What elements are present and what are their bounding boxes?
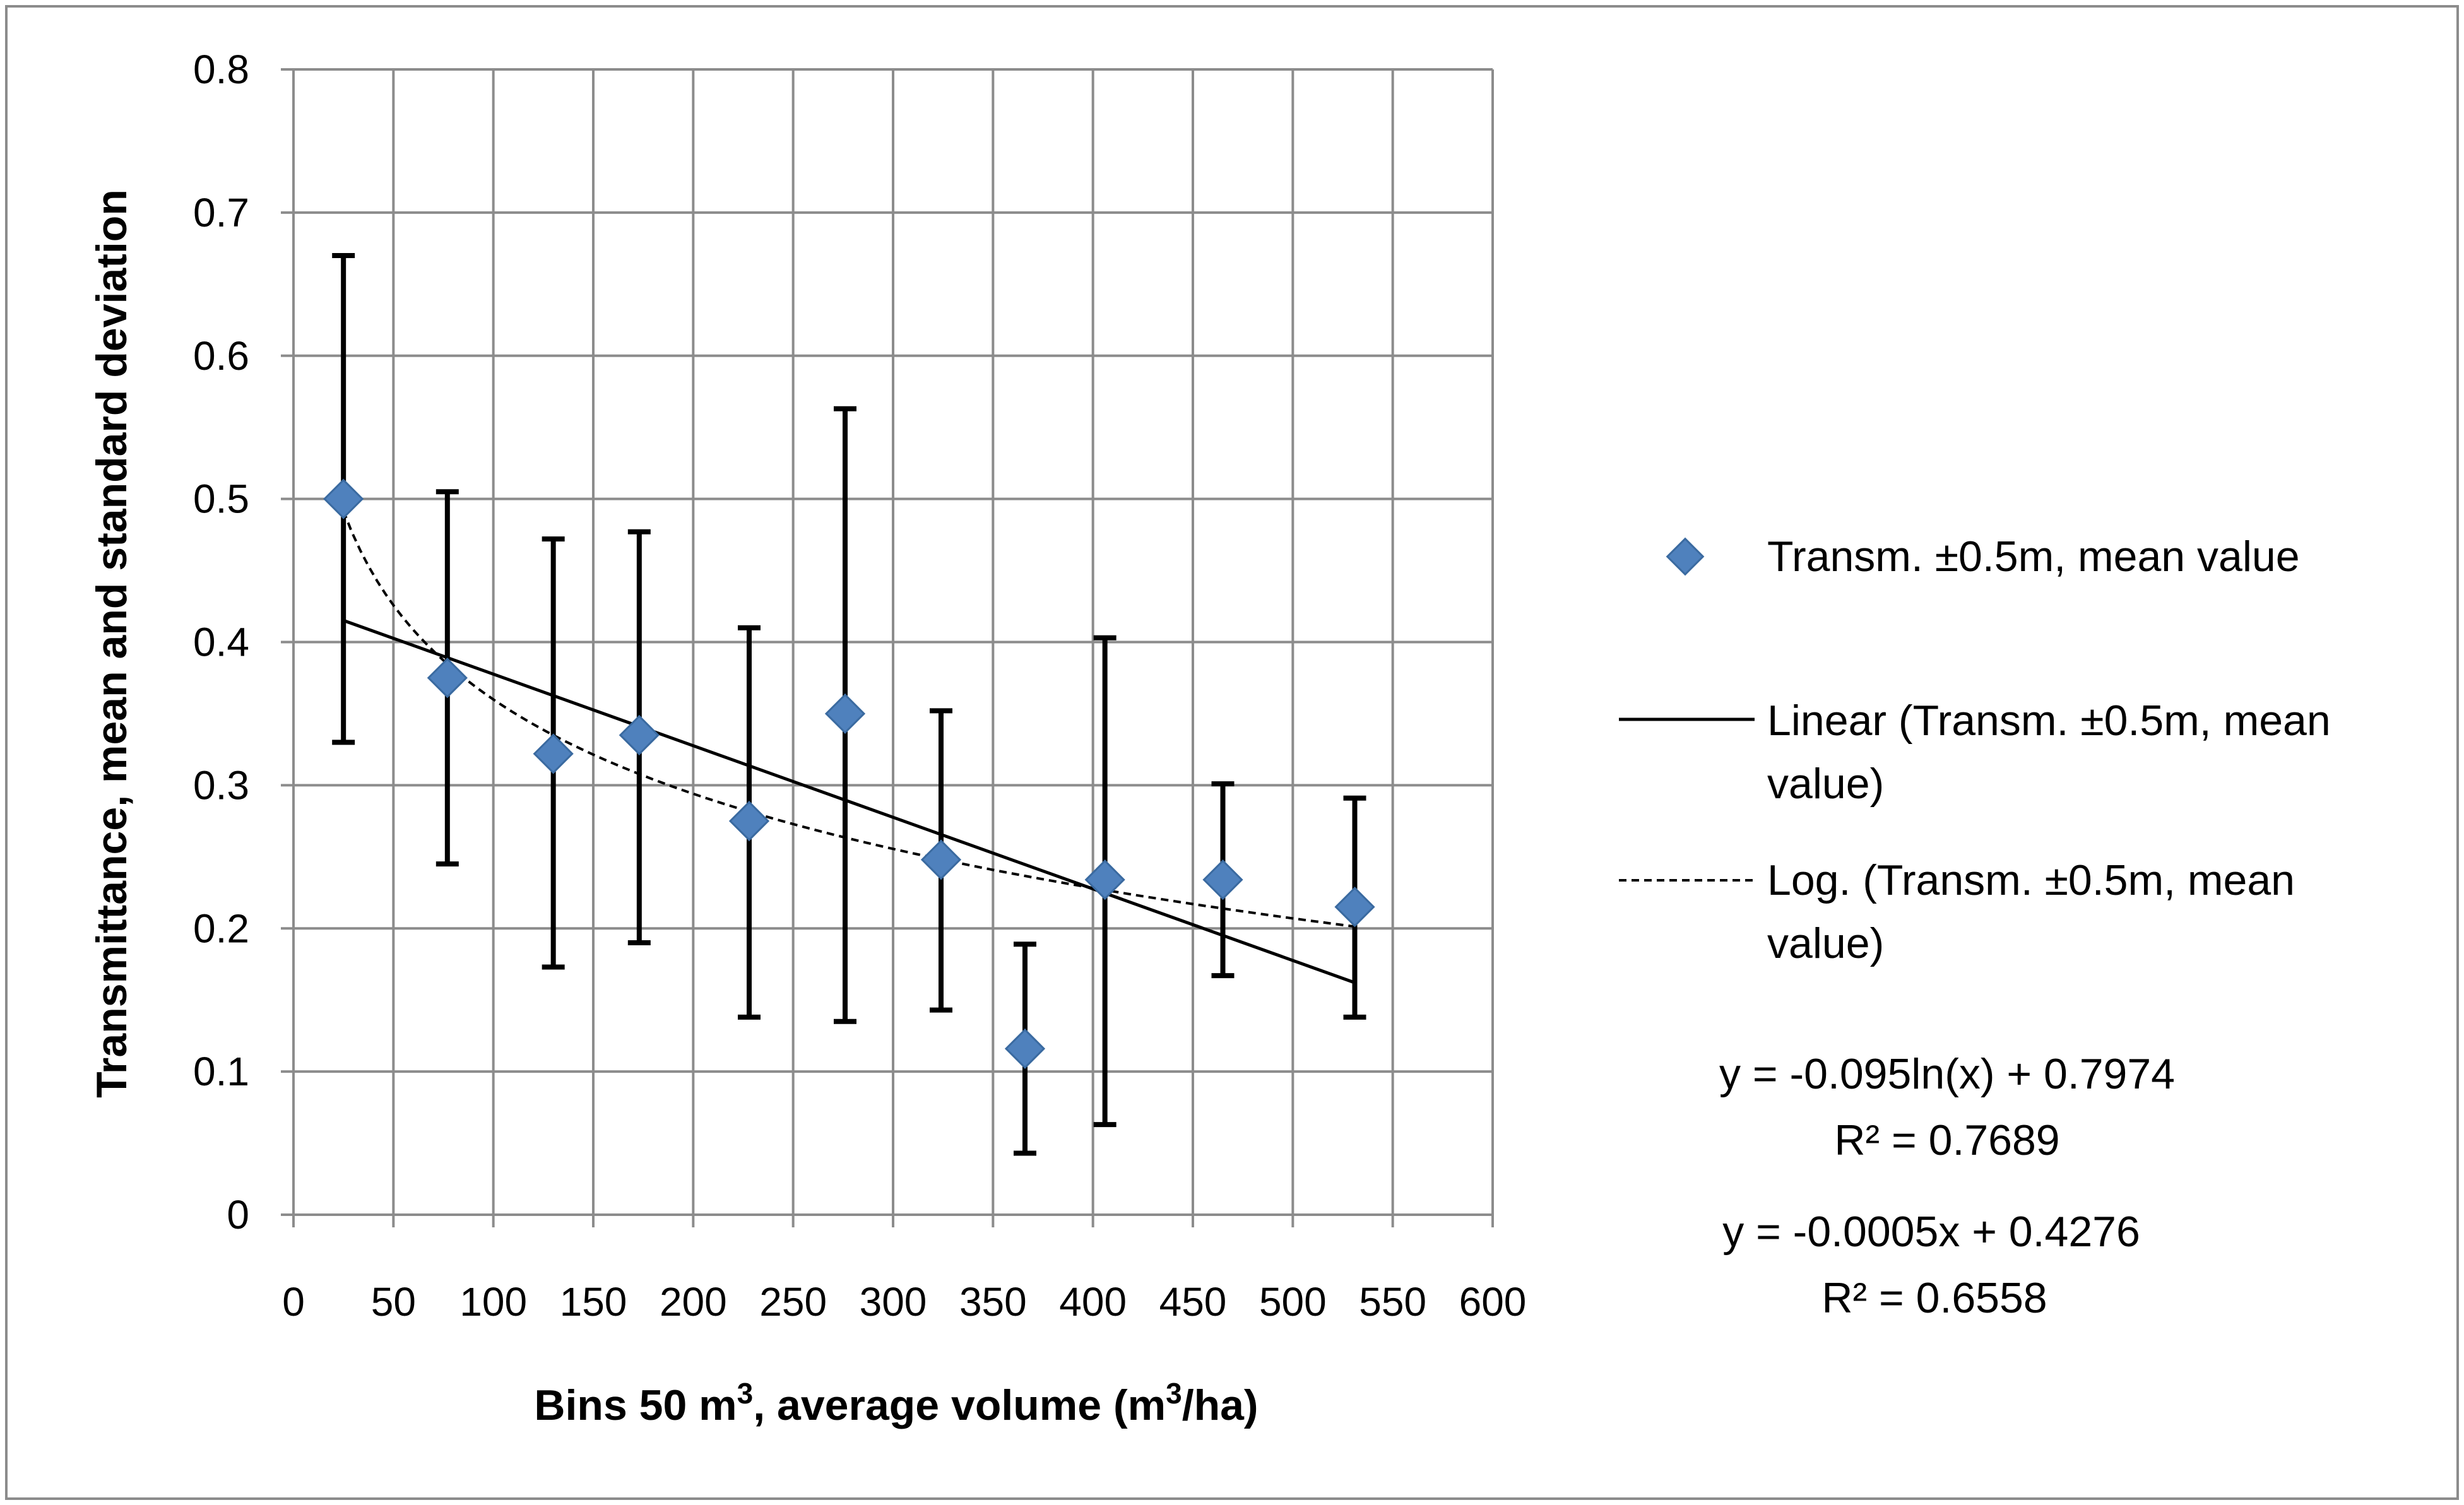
y-tick-label: 0.8 [193, 47, 249, 92]
x-tick-label: 400 [1059, 1279, 1127, 1325]
y-tick-label: 0.1 [193, 1049, 249, 1094]
x-tick-label: 300 [860, 1279, 927, 1325]
y-tick-label: 0.6 [193, 333, 249, 379]
x-tick-label: 200 [660, 1279, 727, 1325]
x-axis-title-part3: /ha) [1182, 1381, 1259, 1429]
legend-label-series: Transm. ±0.5m, mean value [1767, 533, 2300, 581]
y-axis-title: Transmittance, mean and standard deviati… [88, 189, 136, 1098]
x-tick-label: 100 [459, 1279, 527, 1325]
legend-label-linear-2: value) [1767, 760, 1884, 808]
x-axis-title-part1: Bins 50 m [534, 1381, 737, 1429]
y-tick-label: 0.2 [193, 906, 249, 951]
x-tick-label: 150 [560, 1279, 627, 1325]
y-tick-label: 0.3 [193, 762, 249, 808]
grid [293, 68, 1494, 1215]
x-tick-label: 0 [282, 1279, 305, 1325]
data-point [1202, 859, 1243, 900]
y-tick-label: 0.5 [193, 476, 249, 522]
chart-border [5, 5, 2459, 1500]
x-tick-label: 250 [759, 1279, 827, 1325]
data-point [1334, 887, 1375, 928]
linear-equation: y = -0.0005x + 0.4276 [1722, 1208, 2140, 1256]
data-point [1004, 1028, 1046, 1069]
legend-label-linear-1: Linear (Transm. ±0.5m, mean [1767, 697, 2331, 745]
log-equation: y = -0.095ln(x) + 0.7974 [1719, 1050, 2175, 1098]
x-axis-title-sup1: 3 [737, 1377, 754, 1410]
trendline-log [342, 510, 1355, 928]
legend-label-log-1: Log. (Transm. ±0.5m, mean [1767, 856, 2295, 904]
trendline-linear [343, 618, 1356, 984]
trendlines [342, 510, 1356, 984]
y-tick-label: 0.7 [193, 190, 249, 235]
x-tick-label: 550 [1359, 1279, 1426, 1325]
x-axis-title: Bins 50 m3, average volume (m3/ha) [534, 1377, 1258, 1429]
legend-marker-series [1666, 537, 1705, 576]
y-tick-label: 0.4 [193, 620, 249, 665]
trend-equations: y = -0.095ln(x) + 0.7974 R² = 0.7689 y =… [1719, 1050, 2175, 1322]
data-point [533, 733, 574, 774]
x-tick-label: 500 [1259, 1279, 1327, 1325]
data-point [1084, 859, 1125, 900]
x-tick-label: 600 [1459, 1279, 1527, 1325]
x-tick-label: 450 [1159, 1279, 1227, 1325]
data-point [619, 714, 660, 756]
data-point [824, 693, 866, 735]
data-point [323, 478, 364, 519]
data-points [323, 478, 1375, 1069]
axes [281, 68, 1494, 1227]
log-r2: R² = 0.7689 [1834, 1116, 2059, 1164]
legend: Transm. ±0.5m, mean value Linear (Transm… [1619, 533, 2331, 967]
linear-r2: R² = 0.6558 [1821, 1274, 2047, 1322]
x-tick-label: 50 [371, 1279, 416, 1325]
tick-labels: 0 0.1 0.2 0.3 0.4 0.5 0.6 0.7 0.8 0 50 100 150 200 250… [193, 47, 1526, 1325]
data-point [920, 839, 962, 880]
x-tick-label: 350 [959, 1279, 1027, 1325]
legend-label-log-2: value) [1767, 919, 1884, 967]
y-tick-label: 0 [227, 1192, 249, 1237]
data-point [427, 658, 468, 699]
x-axis-title-part2: , average volume (m [753, 1381, 1166, 1429]
x-axis-title-sup2: 3 [1166, 1377, 1182, 1410]
data-point [728, 800, 770, 842]
